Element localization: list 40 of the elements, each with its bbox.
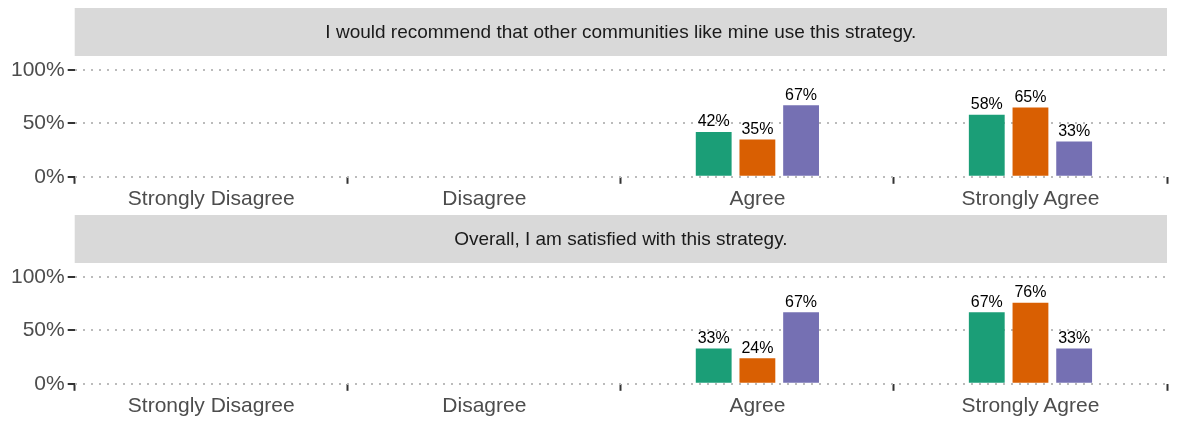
data-label: 42%: [697, 112, 730, 130]
y-tick-label: 100%: [10, 56, 65, 80]
data-label: 33%: [697, 328, 730, 346]
y-tick-label: 50%: [22, 317, 65, 341]
x-tick-label: Agree: [729, 186, 786, 210]
chart-title: Overall, I am satisfied with this strategy.: [454, 228, 788, 250]
data-label: 33%: [1058, 328, 1091, 346]
bar: [968, 114, 1005, 176]
y-tick-label: 0%: [34, 163, 65, 187]
data-label: 67%: [785, 292, 818, 310]
bar: [695, 348, 732, 383]
data-label: 65%: [1014, 87, 1047, 105]
bar: [783, 312, 819, 383]
bar: [1056, 348, 1093, 383]
bar: [695, 131, 732, 176]
bar: [739, 358, 776, 383]
x-tick-label: Strongly Disagree: [127, 186, 295, 210]
data-label: 67%: [785, 85, 818, 103]
data-label: 24%: [741, 338, 774, 356]
x-tick-label: Strongly Agree: [961, 186, 1100, 210]
y-tick-label: 50%: [22, 110, 65, 134]
bar: [1056, 141, 1093, 176]
y-tick-label: 0%: [34, 370, 65, 394]
bar: [1012, 302, 1049, 383]
x-tick-label: Agree: [729, 393, 786, 417]
x-tick-label: Strongly Disagree: [127, 393, 295, 417]
bar: [1012, 107, 1049, 176]
x-tick-label: Disagree: [442, 393, 527, 417]
data-label: 67%: [970, 292, 1003, 310]
chart-title: I would recommend that other communities like mine use this strategy.: [325, 21, 917, 43]
bar: [968, 312, 1005, 383]
y-tick-label: 100%: [10, 263, 65, 287]
bar: [739, 139, 776, 176]
x-tick-label: Strongly Agree: [961, 393, 1100, 417]
data-label: 58%: [970, 95, 1003, 113]
data-label: 35%: [741, 119, 774, 137]
x-tick-label: Disagree: [442, 186, 527, 210]
bar: [783, 105, 819, 176]
data-label: 76%: [1014, 283, 1047, 301]
data-label: 33%: [1058, 121, 1091, 139]
